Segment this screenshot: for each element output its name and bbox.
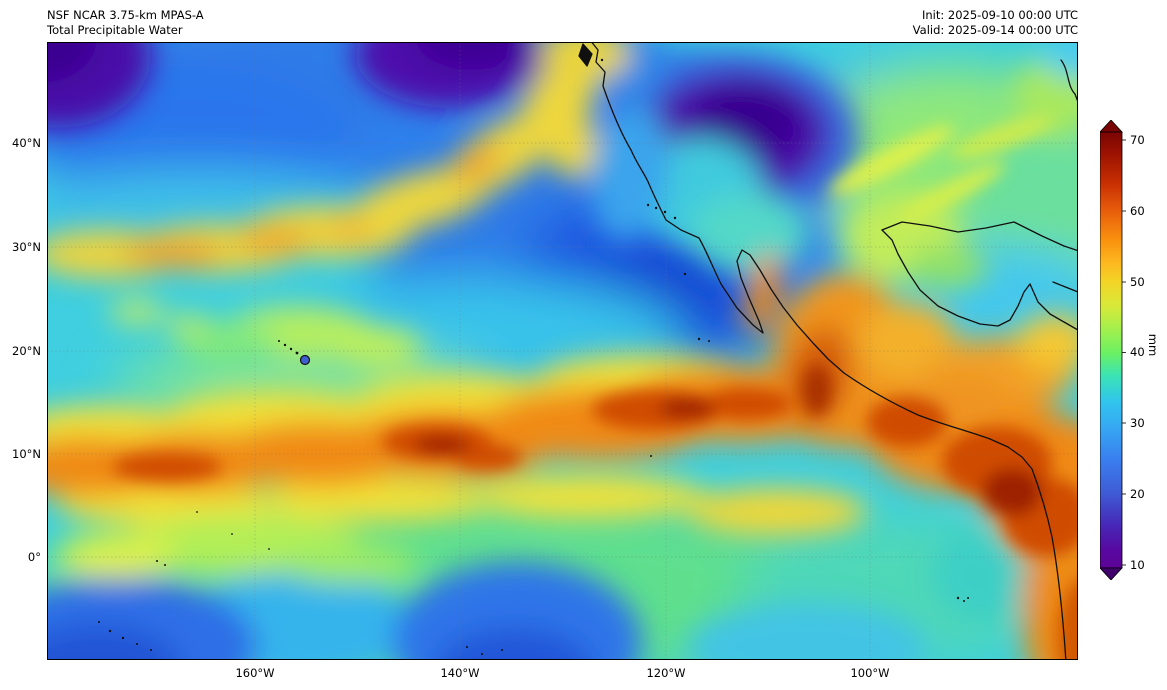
tpw-field-map bbox=[47, 42, 1078, 660]
product-name: Total Precipitable Water bbox=[47, 23, 183, 37]
y-tick-label: 20°N bbox=[12, 344, 41, 358]
colorbar-tick-label: 20 bbox=[1130, 487, 1145, 501]
colorbar-tick-label: 70 bbox=[1130, 133, 1145, 147]
tpw-core-features bbox=[112, 115, 1078, 660]
islands bbox=[98, 58, 969, 655]
time-block: Init: 2025-09-10 00:00 UTC Valid: 2025-0… bbox=[913, 8, 1078, 38]
x-tick-label: 100°W bbox=[850, 666, 890, 680]
valid-time: Valid: 2025-09-14 00:00 UTC bbox=[912, 23, 1078, 37]
colorbar-under-arrow bbox=[1099, 567, 1123, 581]
y-tick-label: 0° bbox=[27, 550, 41, 564]
colorbar-over-arrow bbox=[1099, 119, 1123, 133]
y-tick-label: 40°N bbox=[12, 136, 41, 150]
x-tick-label: 160°W bbox=[235, 666, 275, 680]
model-name: NSF NCAR 3.75-km MPAS-A bbox=[47, 8, 204, 22]
x-tick-label: 140°W bbox=[440, 666, 480, 680]
colorbar-tick-label: 40 bbox=[1130, 345, 1145, 359]
colorbar-tick-label: 30 bbox=[1130, 416, 1145, 430]
y-tick-label: 10°N bbox=[12, 447, 41, 461]
x-tick-label: 120°W bbox=[646, 666, 686, 680]
colorbar-tick-label: 60 bbox=[1130, 204, 1145, 218]
colorbar bbox=[1099, 119, 1128, 581]
title-block: NSF NCAR 3.75-km MPAS-A Total Precipitab… bbox=[47, 8, 204, 38]
graticule bbox=[47, 42, 1078, 660]
y-tick-label: 30°N bbox=[12, 240, 41, 254]
map-area bbox=[47, 42, 1078, 660]
colorbar-tick-label: 10 bbox=[1130, 558, 1145, 572]
colorbar-gradient bbox=[1099, 119, 1126, 581]
colorbar-unit-label: mm bbox=[1146, 333, 1161, 357]
init-time: Init: 2025-09-10 00:00 UTC bbox=[922, 8, 1078, 22]
coastlines bbox=[578, 42, 1078, 660]
colorbar-tick-label: 50 bbox=[1130, 275, 1145, 289]
hawaii-big-island bbox=[299, 354, 311, 366]
map-border bbox=[47, 42, 1078, 660]
colorbar-tick-marks bbox=[1122, 139, 1126, 566]
